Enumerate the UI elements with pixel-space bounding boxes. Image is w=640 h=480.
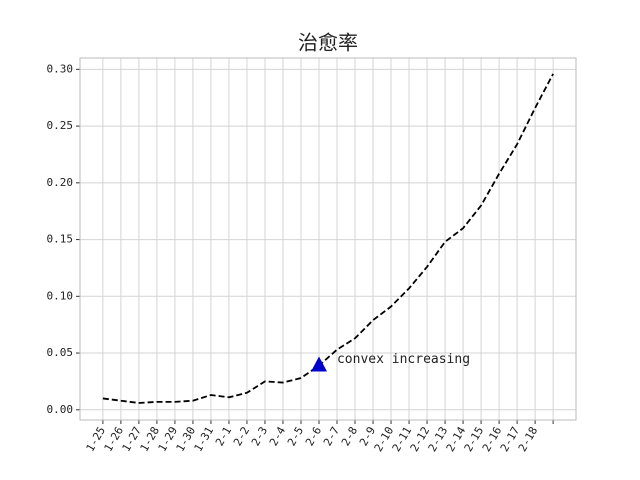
y-tick-label: 0.25	[47, 119, 74, 132]
y-tick-label: 0.15	[47, 233, 74, 246]
y-tick-label: 0.20	[47, 176, 74, 189]
annotation-marker	[310, 356, 327, 372]
x-tick-label: 2-4	[267, 424, 288, 448]
x-tick-label: 2-7	[321, 425, 342, 449]
x-tick-label: 2-1	[213, 425, 234, 449]
y-tick-label: 0.30	[47, 62, 74, 75]
x-tick-label: 2-6	[303, 425, 324, 449]
plot-frame	[79, 57, 577, 421]
annotation-text: convex increasing	[337, 352, 470, 367]
y-tick-label: 0.00	[47, 403, 74, 416]
data-line	[102, 73, 554, 404]
chart-title: 治愈率	[298, 31, 358, 55]
x-tick-label: 2-18	[516, 425, 541, 454]
x-tick-label: 2-5	[285, 425, 306, 449]
x-tick-label: 2-3	[249, 425, 270, 449]
x-tick-label: 2-8	[339, 425, 360, 449]
x-tick-label: 2-2	[231, 425, 252, 449]
y-tick-label: 0.10	[47, 289, 74, 302]
y-tick-label: 0.05	[47, 346, 74, 359]
x-tick-label: 1-31	[192, 425, 217, 454]
